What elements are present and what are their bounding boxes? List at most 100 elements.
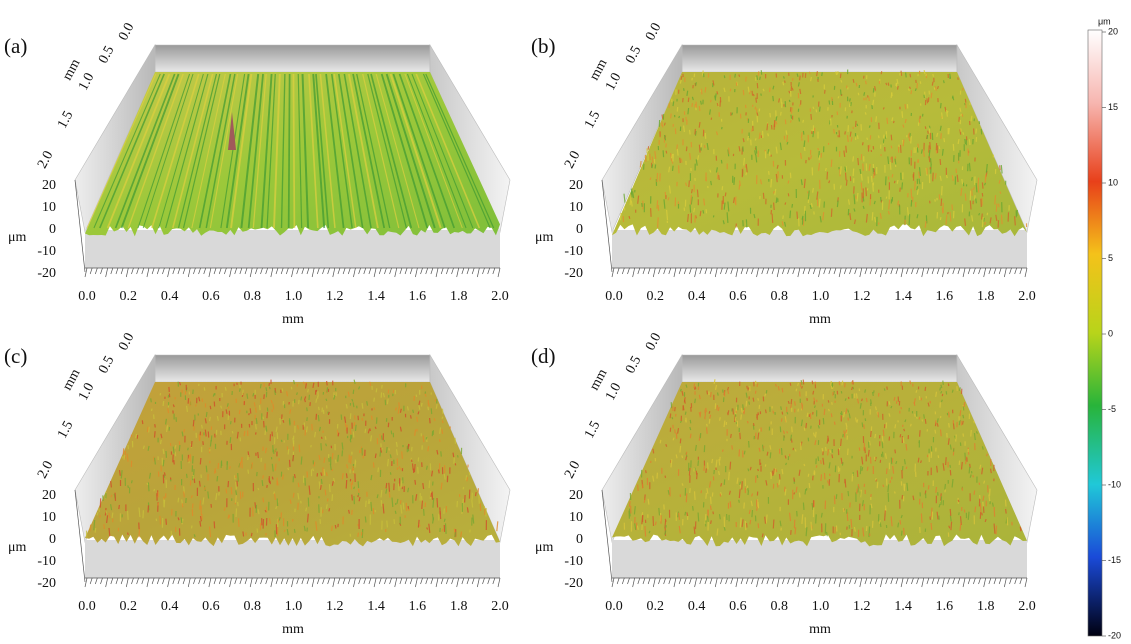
spike: [158, 503, 159, 506]
spike: [871, 504, 872, 508]
colorbar-tick-label: 5: [1108, 253, 1113, 263]
spike: [192, 526, 193, 529]
spike: [730, 501, 731, 507]
spike: [853, 156, 854, 161]
spike: [735, 74, 736, 78]
spike: [873, 392, 874, 396]
spike: [224, 507, 225, 511]
spike: [755, 391, 756, 394]
spike: [850, 104, 851, 108]
ruler-tick: [100, 578, 102, 584]
spike: [848, 491, 849, 496]
spike: [959, 512, 960, 515]
ruler-tick: [152, 578, 154, 584]
spike: [770, 88, 771, 93]
spike: [365, 429, 366, 433]
spike: [352, 510, 353, 515]
ruler-tick: [953, 578, 955, 584]
spike: [688, 98, 689, 102]
spike: [862, 422, 863, 427]
spike: [772, 214, 773, 223]
front-face: [612, 230, 1027, 268]
ruler-tick: [359, 268, 361, 274]
z-axis-label: μm: [8, 230, 27, 245]
spike: [883, 452, 884, 458]
ruler-tick: [865, 268, 867, 274]
ruler-tick: [658, 268, 660, 274]
y-tick-label: 0.0: [643, 331, 664, 353]
spike: [771, 179, 772, 187]
x-tick-label: 0.6: [202, 289, 220, 304]
spike: [847, 514, 848, 521]
spike: [945, 484, 946, 490]
ruler-tick: [462, 268, 464, 274]
spike: [802, 386, 803, 388]
spike: [905, 420, 906, 423]
spike: [123, 456, 124, 458]
spike: [918, 458, 919, 463]
spike: [788, 401, 789, 404]
ruler-tick: [142, 578, 144, 584]
spike: [950, 470, 951, 475]
spike: [888, 484, 889, 492]
spike: [931, 158, 932, 165]
spike: [902, 182, 903, 189]
spike: [863, 163, 864, 171]
spike: [892, 92, 893, 96]
spike: [910, 87, 911, 89]
spike: [147, 483, 148, 485]
spike: [338, 433, 339, 437]
ruler-tick: [162, 578, 164, 584]
spike: [759, 405, 760, 409]
spike: [1006, 500, 1007, 507]
spike: [931, 93, 932, 99]
ruler-tick: [95, 578, 97, 584]
spike: [919, 417, 920, 420]
spike: [931, 523, 932, 530]
spike: [326, 504, 327, 509]
spike: [163, 460, 164, 467]
spike: [263, 475, 264, 478]
ruler-tick: [612, 268, 614, 277]
ruler-tick: [369, 578, 371, 584]
spike: [944, 80, 945, 83]
ruler-tick: [674, 268, 676, 277]
spike: [770, 452, 771, 458]
spike: [803, 120, 804, 123]
spike: [699, 122, 700, 128]
spike: [950, 509, 951, 516]
ruler-tick: [467, 578, 469, 584]
ruler-tick: [224, 268, 226, 274]
spike: [128, 485, 129, 488]
ruler-tick: [390, 578, 392, 584]
ruler-tick: [328, 578, 330, 584]
ruler-tick: [322, 268, 324, 274]
spike: [942, 149, 943, 156]
spike: [228, 481, 229, 487]
spike: [860, 169, 861, 174]
x-tick-label: 0.8: [770, 289, 788, 304]
spike: [912, 197, 913, 202]
spike: [940, 159, 941, 165]
ruler-tick: [844, 578, 846, 584]
z-axis-label: μm: [535, 230, 554, 245]
spike: [841, 89, 842, 95]
spike: [178, 517, 179, 520]
spike: [804, 464, 805, 466]
spike: [442, 429, 443, 434]
ruler-tick: [813, 578, 815, 584]
spike: [253, 393, 254, 396]
spike: [857, 470, 858, 477]
spike: [910, 381, 911, 385]
spike: [663, 150, 664, 157]
spike: [472, 500, 473, 508]
spike: [646, 470, 647, 473]
ruler-tick: [307, 268, 309, 274]
spike: [987, 454, 988, 457]
spike: [640, 161, 641, 167]
ruler-tick: [917, 268, 919, 274]
spike: [750, 520, 751, 525]
ruler-tick: [157, 268, 159, 274]
spike: [758, 412, 759, 415]
spike: [248, 470, 249, 474]
